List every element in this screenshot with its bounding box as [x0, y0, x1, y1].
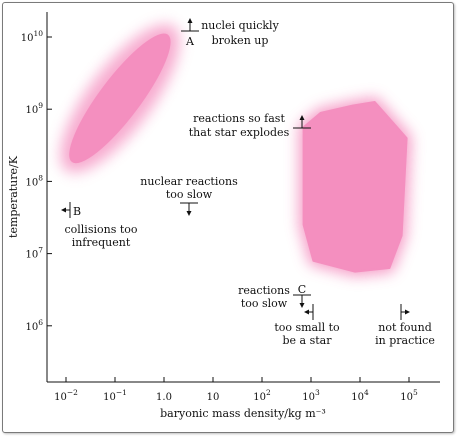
x-tick-label: 10−2: [54, 388, 78, 403]
annotation-nuclei-line2: broken up: [212, 34, 269, 47]
region-2: [298, 97, 412, 277]
annotation-toosmall-line2: be a star: [283, 334, 333, 347]
annotation-toosmall-line1: too small to: [274, 321, 340, 334]
marker-explodes-bracket: [293, 115, 311, 129]
y-tick-label: 108: [25, 173, 43, 188]
annotation-tooslow-line1: nuclear reactions: [140, 175, 238, 188]
x-tick-label: 104: [351, 388, 369, 403]
y-tick-label: 106: [25, 318, 43, 333]
region-1: [60, 24, 180, 173]
y-tick-label: 107: [25, 246, 43, 261]
marker-notfound-bracket: [400, 304, 410, 320]
marker-c-label: C: [298, 283, 306, 296]
annotation-notfound-line2: in practice: [375, 334, 435, 347]
y-tick-label: 109: [25, 101, 43, 116]
annotation-notfound-line1: not found: [378, 321, 432, 334]
arrow-head: [299, 303, 305, 308]
ticks-layer: 10−2 10−1 1.0 10 102 103 104 105 106 107 108 109 101…: [21, 29, 418, 403]
markers-layer: A B C: [61, 18, 410, 320]
marker-tooslow-bracket: [180, 202, 198, 216]
x-tick-label: 10−1: [103, 388, 127, 403]
arrow-head: [299, 115, 305, 120]
arrow-head: [187, 18, 193, 23]
x-tick-label: 105: [400, 388, 418, 403]
annotation-infrequent-line2: infrequent: [72, 236, 131, 249]
marker-b-label: B: [73, 205, 81, 218]
annotation-reactions-slow-line2: too slow: [241, 297, 288, 310]
marker-a-label: A: [185, 35, 195, 48]
marker-toosmall-bracket: [304, 304, 314, 320]
arrow-head: [61, 207, 66, 213]
annotation-explodes-line1: reactions so fast: [193, 112, 285, 125]
annotation-explodes-line2: that star explodes: [189, 126, 290, 139]
annotation-reactions-slow-line1: reactions: [238, 284, 290, 297]
regions-layer: [60, 24, 412, 277]
x-axis-title: baryonic mass density/kg m⁻³: [160, 407, 326, 420]
x-tick-label: 10: [207, 392, 220, 403]
x-tick-label: 103: [302, 388, 320, 403]
arrow-head: [186, 211, 192, 216]
axes-layer: [46, 12, 440, 383]
annotation-infrequent-line1: collisions too: [64, 223, 137, 236]
annotation-nuclei-line1: nuclei quickly: [201, 19, 279, 32]
marker-c-bracket: [293, 294, 311, 308]
x-tick-label: 102: [253, 388, 271, 403]
x-tick-label: 1.0: [156, 392, 172, 403]
marker-a-bracket: [181, 18, 199, 32]
y-tick-label: 1010: [21, 29, 44, 44]
arrow-head: [405, 309, 410, 315]
region-core: [69, 33, 171, 164]
annotation-tooslow-line2: too slow: [166, 188, 213, 201]
marker-b-bracket: [61, 202, 71, 218]
region-core: [302, 101, 408, 273]
y-axis-title: temperature/K: [7, 155, 20, 238]
arrow-head: [304, 309, 309, 315]
